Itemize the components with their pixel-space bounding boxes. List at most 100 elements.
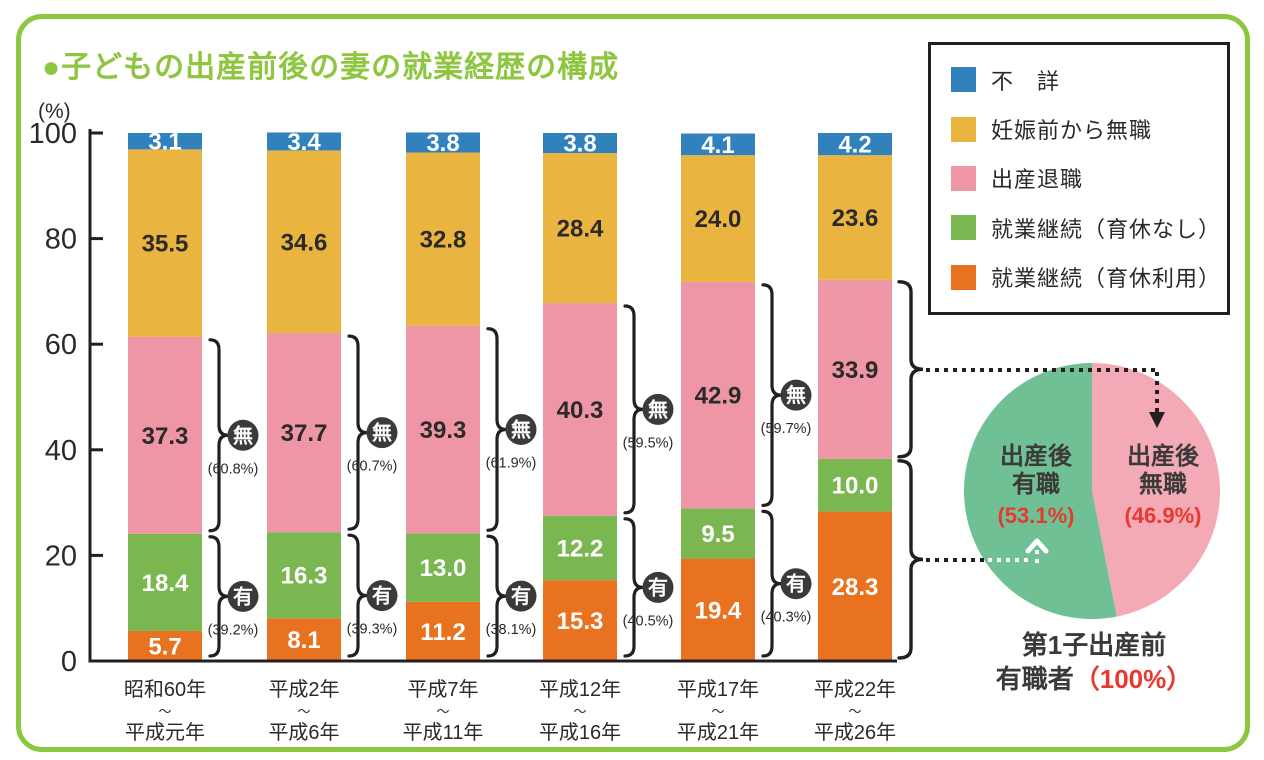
bar-segment (406, 601, 480, 661)
legend-label: 就業継続（育休なし） (991, 216, 1222, 242)
pie-slice-unemployed-after-birth (1092, 363, 1220, 617)
mu-brace (761, 283, 782, 508)
bar-segment (681, 133, 755, 156)
bar-segment (818, 133, 892, 156)
yu-badge (227, 580, 259, 612)
legend-swatch (951, 215, 976, 241)
bar-segment (267, 132, 341, 151)
bar-value-label: 16.3 (281, 563, 328, 590)
bar-value-label: 23.6 (832, 205, 879, 232)
bar-value-label: 11.2 (420, 619, 465, 646)
bar-value-label: 33.9 (832, 357, 879, 384)
bar-segment (681, 281, 755, 509)
yu-badge-char: 有 (511, 584, 531, 608)
x-category-line2: 平成元年 (125, 721, 205, 744)
mu-badge (227, 419, 259, 451)
bar-value-label: 9.5 (701, 521, 734, 548)
bar-value-label: 10.0 (832, 473, 879, 500)
bar-value-label: 28.3 (832, 574, 879, 601)
legend-item: 出産退職 (951, 162, 1221, 194)
x-category-line1: 昭和60年 (124, 678, 206, 701)
mu-pct-label: (60.7%) (347, 459, 398, 475)
pie-pct-employed: (53.1%) (997, 503, 1074, 528)
mu-brace-to-pie (897, 280, 924, 459)
yu-badge-char: 有 (648, 575, 668, 599)
x-category-sep: 〜 (297, 704, 310, 719)
bar-value-label: 34.6 (281, 229, 328, 256)
yu-brace (761, 509, 782, 658)
legend-swatch (951, 116, 976, 142)
legend-swatch (951, 264, 976, 290)
yu-pct-label: (39.2%) (208, 622, 259, 638)
x-category-line2: 平成26年 (814, 721, 896, 744)
bar-value-label: 13.0 (420, 555, 467, 582)
yu-badge (366, 580, 398, 612)
x-category-line1: 平成7年 (407, 678, 478, 701)
legend-item: 妊娠前から無職 (951, 113, 1221, 145)
yu-pct-label: (40.5%) (623, 613, 674, 629)
legend-item: 就業継続（育休利用） (951, 261, 1221, 293)
x-category-sep: 〜 (158, 704, 171, 719)
y-axis-unit: (%) (38, 100, 71, 123)
legend-item: 就業継続（育休なし） (951, 212, 1221, 244)
x-category-line2: 平成11年 (403, 721, 484, 744)
x-category-sep: 〜 (711, 704, 724, 719)
y-tick-label: 40 (45, 435, 77, 467)
mu-pct-label: (59.5%) (623, 435, 674, 451)
bar-segment (818, 279, 892, 459)
x-category-sep: 〜 (573, 704, 586, 719)
bar-segment (267, 618, 341, 661)
bar-segment (267, 333, 341, 533)
bar-value-label: 37.3 (142, 423, 189, 450)
bar-value-label: 18.4 (142, 570, 189, 597)
bar-value-label: 42.9 (695, 383, 742, 410)
bar-segment (818, 511, 892, 661)
legend-item: 不 詳 (951, 64, 1221, 96)
bar-value-label: 24.0 (695, 206, 742, 233)
bar-segment (128, 533, 202, 631)
pie-pct-unemployed: (46.9%) (1124, 503, 1201, 528)
bar-value-label: 3.8 (563, 131, 596, 158)
legend-label: 妊娠前から無職 (991, 118, 1153, 144)
bar-value-label: 15.3 (557, 608, 604, 635)
bar-segment (818, 155, 892, 280)
arrow-down-icon (1149, 412, 1165, 428)
bar-value-label: 40.3 (557, 397, 604, 424)
mu-badge-char: 無 (372, 421, 392, 445)
y-tick-label: 0 (61, 646, 77, 678)
pie-label-employed-line1: 出産後 (1000, 442, 1073, 470)
bar-segment (406, 152, 480, 326)
mu-brace (208, 338, 229, 533)
bar-segment (681, 558, 755, 661)
mu-badge-char: 無 (786, 383, 806, 407)
yu-badge-char: 有 (372, 584, 392, 608)
x-category-line1: 平成12年 (539, 678, 621, 701)
mu-pct-label: (59.7%) (761, 421, 812, 437)
x-category-line1: 平成22年 (814, 678, 896, 701)
yu-badge (505, 580, 537, 612)
bar-segment (543, 580, 617, 661)
bar-segment (128, 149, 202, 337)
yu-badge (642, 571, 674, 603)
yu-pct-label: (38.1%) (486, 622, 537, 638)
bar-segment (681, 155, 755, 282)
x-category-line2: 平成6年 (268, 721, 339, 744)
mu-badge (780, 379, 812, 411)
legend-label: 出産退職 (991, 167, 1084, 193)
bar-segment (543, 515, 617, 581)
mu-badge (505, 413, 537, 445)
bar-segment (267, 150, 341, 334)
mu-brace (623, 304, 644, 515)
mu-brace (486, 327, 507, 532)
mu-badge-char: 無 (648, 397, 668, 421)
pie-label-unemployed-line1: 出産後 (1127, 442, 1200, 470)
arrow-up-icon (1025, 538, 1049, 554)
page-title: ●子どもの出産前後の妻の就業経歴の構成 (42, 51, 620, 84)
bar-segment (818, 458, 892, 512)
bar-value-label: 3.8 (426, 130, 459, 157)
x-category-sep: 〜 (848, 704, 861, 719)
y-tick-label: 60 (45, 329, 77, 361)
x-category-sep: 〜 (436, 704, 449, 719)
bar-segment (406, 533, 480, 602)
